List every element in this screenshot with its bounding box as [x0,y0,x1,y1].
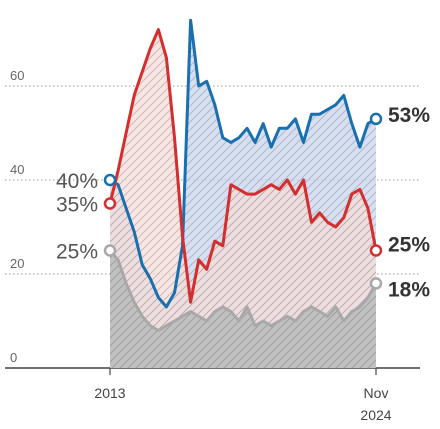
series-0-start-marker [103,173,117,187]
series-1-end-label: 25% [388,234,430,257]
series-0-start-label: 40% [56,170,98,193]
series-2-start-marker [103,244,117,257]
series-2-start-label: 25% [56,241,98,264]
series-1-start-label: 35% [56,194,98,217]
series-1-line [108,28,378,304]
series-2-end-marker [369,277,383,290]
series-2-hatch [110,250,376,368]
series-0-line [108,18,378,309]
x-tick-label-end-year: 2024 [360,407,391,423]
series-2-end-label: 18% [388,278,430,301]
y-tick-label: 20 [10,256,24,271]
series-1-end-marker [369,244,383,257]
x-tick-label-end-month: Nov [364,385,389,401]
series-0-end-marker [369,112,383,126]
y-tick-label: 60 [10,68,24,83]
x-tick-label-start: 2013 [94,385,125,401]
series-1-start-marker [103,197,117,210]
series-2-line [108,249,378,332]
y-tick-label: 40 [10,162,24,177]
series-0-end-label: 53% [388,104,430,127]
y-tick-label: 0 [10,350,17,365]
